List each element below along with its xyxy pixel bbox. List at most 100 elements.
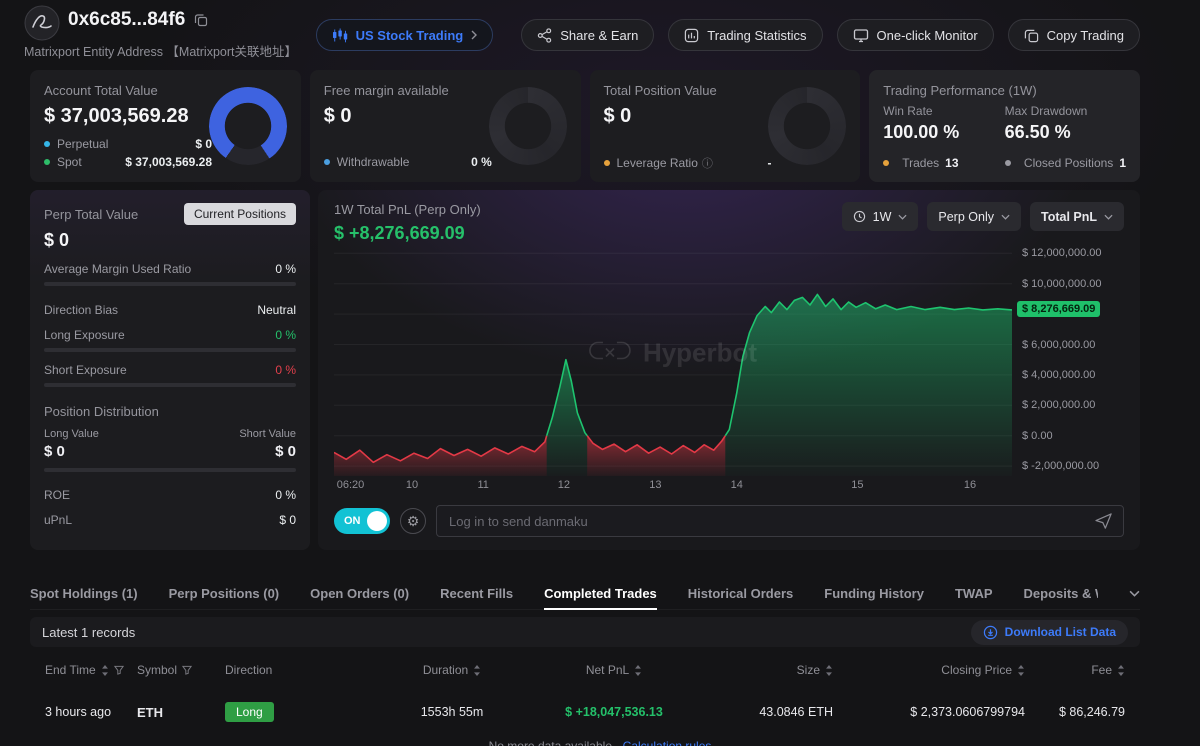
total-position-card: Total Position Value $ 0 Leverage Ratio ⓘ… — [589, 70, 861, 182]
cell-size: 43.0846 ETH — [759, 705, 833, 719]
x-tick-label: 13 — [649, 479, 662, 491]
share-earn-button[interactable]: Share & Earn — [521, 19, 655, 51]
cell-closing-price: $ 2,373.0606799794 — [910, 705, 1025, 719]
sort-icon[interactable] — [1117, 664, 1125, 676]
gear-icon: ⚙ — [406, 512, 420, 529]
pnl-plot[interactable]: Hyperbot — [334, 248, 1012, 476]
metric-dropdown[interactable]: Total PnL — [1029, 202, 1124, 231]
tab-funding-history[interactable]: Funding History — [824, 586, 924, 601]
time-range-dropdown[interactable]: 1W — [841, 202, 919, 231]
withdrawable-dot — [323, 159, 330, 165]
danmaku-bar: ON ⚙ — [334, 505, 1124, 537]
perp-total-value: $ 0 — [44, 230, 70, 250]
sort-icon[interactable] — [101, 664, 109, 676]
roe-value: 0 % — [275, 488, 296, 502]
long-exposure-label: Long Exposure — [44, 328, 125, 342]
tab-deposits-withdrawals[interactable]: Deposits & Withdrawals — [1023, 586, 1098, 601]
account-donut-chart — [208, 87, 287, 165]
share-icon — [537, 27, 552, 43]
table-row[interactable]: 3 hours ago ETH Long 1553h 55m $ +18,047… — [30, 690, 1140, 734]
free-margin-card: Free margin available $ 0 Withdrawable 0… — [309, 70, 581, 182]
direction-bias-value: Neutral — [257, 303, 296, 317]
trades-label: Trades — [902, 156, 940, 170]
col-size[interactable]: Size — [681, 663, 833, 677]
free-margin-donut-chart — [488, 87, 567, 165]
tab-recent-fills[interactable]: Recent Fills — [440, 586, 514, 601]
account-total-title: Account Total Value — [44, 83, 158, 98]
footnote-link[interactable]: Calculation rules — [622, 739, 712, 746]
upnl-value: $ 0 — [279, 513, 296, 527]
x-tick-label: 06:20 — [336, 479, 365, 491]
perp-summary-panel: Perp Total Value Current Positions $ 0 A… — [30, 190, 310, 550]
download-icon — [983, 625, 998, 640]
total-position-value: $ 0 — [603, 105, 632, 127]
tab-open-orders[interactable]: Open Orders (0) — [310, 586, 410, 601]
max-drawdown-label: Max Drawdown — [1004, 104, 1088, 118]
cell-net-pnl: $ +18,047,536.13 — [565, 705, 663, 719]
long-value-label: Long Value — [44, 428, 99, 440]
col-fee[interactable]: Fee — [1025, 663, 1125, 677]
win-rate-value: 100.00 % — [883, 122, 960, 142]
top-navigation: US Stock Trading Share & Earn Trading St… — [315, 19, 1140, 51]
col-net-pnl[interactable]: Net PnL — [547, 663, 681, 677]
pnl-chart-svg — [334, 252, 1012, 476]
avg-margin-label: Average Margin Used Ratio — [44, 262, 192, 276]
filter-icon[interactable] — [113, 665, 124, 675]
tab-historical-orders[interactable]: Historical Orders — [687, 586, 794, 601]
sort-icon[interactable] — [473, 664, 481, 676]
roe-label: ROE — [44, 488, 71, 502]
tab-spot-holdings[interactable]: Spot Holdings (1) — [30, 586, 138, 601]
danmaku-input[interactable] — [447, 512, 1087, 530]
tab-completed-trades[interactable]: Completed Trades — [544, 578, 657, 610]
current-positions-button[interactable]: Current Positions — [183, 203, 296, 225]
time-range-value: 1W — [872, 209, 892, 224]
copy-trading-button[interactable]: Copy Trading — [1007, 19, 1140, 51]
x-tick-label: 15 — [851, 479, 864, 491]
info-icon[interactable]: ⓘ — [701, 158, 713, 170]
danmaku-toggle[interactable]: ON — [334, 508, 390, 534]
us-stock-trading-button[interactable]: US Stock Trading — [315, 19, 494, 51]
col-symbol[interactable]: Symbol — [137, 663, 225, 677]
table-footnote: No more data available · Calculation rul… — [0, 739, 1200, 746]
chevron-down-icon — [1001, 214, 1010, 220]
upnl-label: uPnL — [44, 513, 73, 527]
toggle-on-label: ON — [344, 515, 361, 527]
col-duration[interactable]: Duration — [357, 663, 547, 677]
share-earn-label: Share & Earn — [560, 27, 639, 43]
clock-icon — [853, 210, 866, 223]
x-tick-label: 14 — [730, 479, 743, 491]
col-end-time[interactable]: End Time — [45, 663, 137, 677]
danmaku-settings-button[interactable]: ⚙ — [400, 508, 426, 534]
chevron-right-icon — [471, 30, 478, 40]
trading-statistics-button[interactable]: Trading Statistics — [668, 19, 823, 51]
copy-address-icon[interactable] — [194, 13, 208, 27]
long-exposure-bar — [44, 348, 296, 352]
direction-bias-label: Direction Bias — [44, 303, 119, 317]
y-tick-label: $ 4,000,000.00 — [1022, 369, 1096, 381]
chevron-down-icon — [898, 214, 907, 220]
scope-dropdown[interactable]: Perp Only — [927, 202, 1021, 231]
more-tabs-chevron-icon[interactable] — [1129, 590, 1140, 597]
col-closing-price[interactable]: Closing Price — [833, 663, 1025, 677]
pnl-chart-value: $ +8,276,669.09 — [334, 223, 465, 243]
max-drawdown-value: 66.50 % — [1004, 122, 1071, 142]
distribution-bar — [44, 468, 296, 472]
free-margin-title: Free margin available — [323, 83, 449, 98]
sort-icon[interactable] — [634, 664, 642, 676]
withdrawable-label: Withdrawable — [336, 155, 410, 169]
download-label: Download List Data — [1004, 625, 1116, 639]
download-list-button[interactable]: Download List Data — [970, 619, 1128, 645]
sort-icon[interactable] — [1017, 664, 1025, 676]
candlestick-icon — [332, 28, 348, 43]
filter-icon[interactable] — [182, 665, 193, 675]
one-click-monitor-button[interactable]: One-click Monitor — [836, 19, 994, 51]
tab-perp-positions[interactable]: Perp Positions (0) — [168, 586, 280, 601]
position-distribution-label: Position Distribution — [44, 404, 159, 419]
sort-icon[interactable] — [825, 664, 833, 676]
leverage-row: Leverage Ratio ⓘ - — [603, 155, 772, 171]
short-value-label: Short Value — [239, 428, 296, 440]
send-icon[interactable] — [1095, 513, 1113, 529]
long-exposure-value: 0 % — [275, 328, 296, 342]
tab-twap[interactable]: TWAP — [954, 586, 993, 601]
perpetual-value: $ 0 — [195, 137, 212, 151]
